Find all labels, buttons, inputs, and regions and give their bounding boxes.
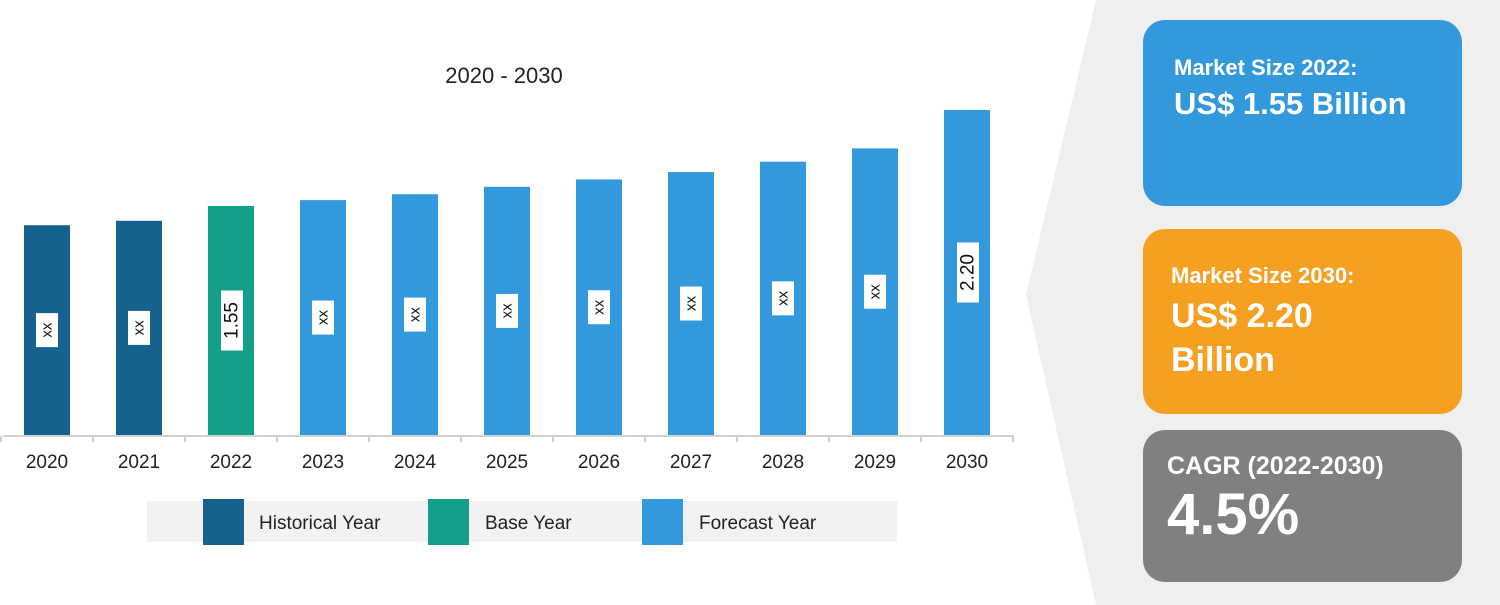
bar-label-box-2027 — [680, 286, 702, 321]
market-size-2022-label: Market Size 2022: — [1174, 55, 1358, 80]
x-tick-label-2026: 2026 — [578, 452, 620, 473]
bar-label-2026: xx — [591, 299, 608, 315]
bar-label-box-2030 — [957, 242, 979, 303]
bar-label-2021: xx — [131, 320, 148, 336]
x-tick-label-2028: 2028 — [762, 452, 804, 473]
bar-label-box-2022 — [221, 290, 243, 351]
bars-layer: xx xx 1.55 xx xx xx xx xx xx xx 2.20 — [24, 110, 990, 436]
legend: Historical Year Base Year Forecast Year — [147, 499, 897, 545]
bar-label-2022: 1.55 — [222, 302, 243, 339]
market-size-2030-value: US$ 2.20 Billion — [1171, 297, 1313, 379]
x-tick-label-2029: 2029 — [854, 452, 896, 473]
legend-label-forecast: Forecast Year — [699, 513, 817, 534]
bar-label-box-2024 — [404, 297, 426, 332]
x-tick-label-2022: 2022 — [210, 452, 252, 473]
legend-swatch-base — [428, 499, 469, 545]
cagr-value: 4.5% — [1167, 482, 1300, 547]
summary-panel: Market Size 2022: US$ 1.55 Billion Marke… — [1096, 0, 1500, 605]
bar-label-box-2020 — [36, 313, 58, 348]
x-tick-label-2025: 2025 — [486, 452, 528, 473]
market-size-2030-card: Market Size 2030: US$ 2.20 Billion — [1143, 229, 1462, 414]
bar-label-2023: xx — [315, 310, 332, 326]
x-tick-label-2023: 2023 — [302, 452, 344, 473]
panel-wedge — [1026, 0, 1096, 605]
legend-label-historical: Historical Year — [259, 513, 381, 534]
x-tick-label-2021: 2021 — [118, 452, 160, 473]
bar-label-2027: xx — [683, 296, 700, 312]
bar-label-2028: xx — [775, 290, 792, 306]
cagr-card: CAGR (2022-2030) 4.5% — [1143, 430, 1462, 582]
bar-label-box-2028 — [772, 281, 794, 316]
legend-label-base: Base Year — [485, 513, 572, 534]
bar-label-2020: xx — [39, 322, 56, 338]
bar-label-box-2023 — [312, 300, 334, 335]
bar-label-box-2029 — [864, 274, 886, 309]
x-tick-label-2024: 2024 — [394, 452, 437, 473]
legend-swatch-historical — [203, 499, 244, 545]
bar-label-2029: xx — [867, 284, 884, 300]
bar-label-2030: 2.20 — [958, 254, 979, 291]
market-bar-chart: 2020 - 2030 xx xx 1.55 xx xx xx xx xx xx xx 2.20 2… — [0, 63, 1014, 545]
market-size-2022-value: US$ 1.55 Billion — [1174, 86, 1407, 121]
bar-label-2024: xx — [407, 307, 424, 323]
x-tick-label-2020: 2020 — [26, 452, 68, 473]
bar-label-2025: xx — [499, 303, 516, 319]
x-tick-label-2030: 2030 — [946, 452, 988, 473]
legend-background — [147, 501, 897, 542]
chart-title: 2020 - 2030 — [445, 63, 562, 88]
cagr-label: CAGR (2022-2030) — [1167, 452, 1384, 480]
x-axis-ticks: 2020 2021 2022 2023 2024 2025 2026 2027 2028 2029… — [0, 436, 1014, 473]
x-tick-label-2027: 2027 — [670, 452, 712, 473]
bar-label-box-2025 — [496, 293, 518, 328]
bar-label-box-2021 — [128, 310, 150, 345]
market-size-2022-card: Market Size 2022: US$ 1.55 Billion — [1143, 20, 1462, 206]
legend-swatch-forecast — [642, 499, 683, 545]
market-size-2030-label: Market Size 2030: — [1171, 263, 1355, 288]
bar-label-box-2026 — [588, 290, 610, 325]
